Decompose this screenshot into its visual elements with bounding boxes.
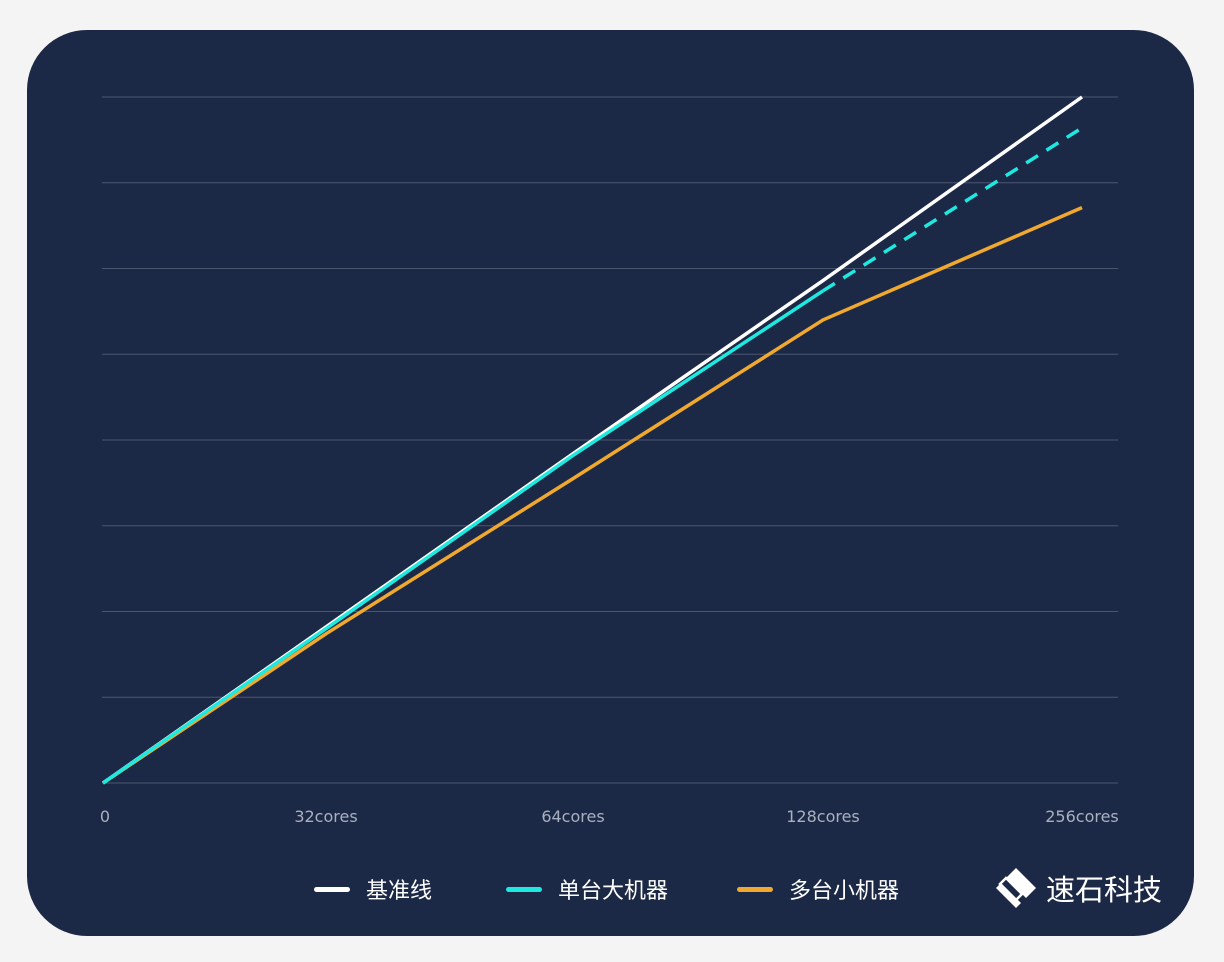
series-line-dashed xyxy=(822,126,1083,293)
series-line xyxy=(102,289,824,785)
legend-item-single-machine: 单台大机器 xyxy=(506,872,668,906)
legend-swatch xyxy=(314,886,350,892)
x-tick-label: 256cores xyxy=(1045,807,1119,826)
legend-swatch xyxy=(506,886,542,892)
company-logo: 速石科技 xyxy=(994,866,1162,910)
legend-item-multi-machine: 多台小机器 xyxy=(737,872,899,906)
x-tick-label: 64cores xyxy=(541,807,604,826)
legend-item-baseline: 基准线 xyxy=(314,872,432,906)
legend-label: 基准线 xyxy=(366,879,433,904)
x-tick-label: 32cores xyxy=(294,807,357,826)
series-line xyxy=(102,206,1083,785)
legend-swatch xyxy=(737,886,773,892)
x-tick-label: 128cores xyxy=(786,807,860,826)
diamond-logo-icon xyxy=(996,868,1036,908)
legend-label: 多台小机器 xyxy=(789,879,900,904)
x-tick-label: 0 xyxy=(100,807,110,826)
legend-label: 单台大机器 xyxy=(558,879,669,904)
logo-text: 速石科技 xyxy=(1046,873,1163,907)
chart-card xyxy=(27,30,1194,936)
